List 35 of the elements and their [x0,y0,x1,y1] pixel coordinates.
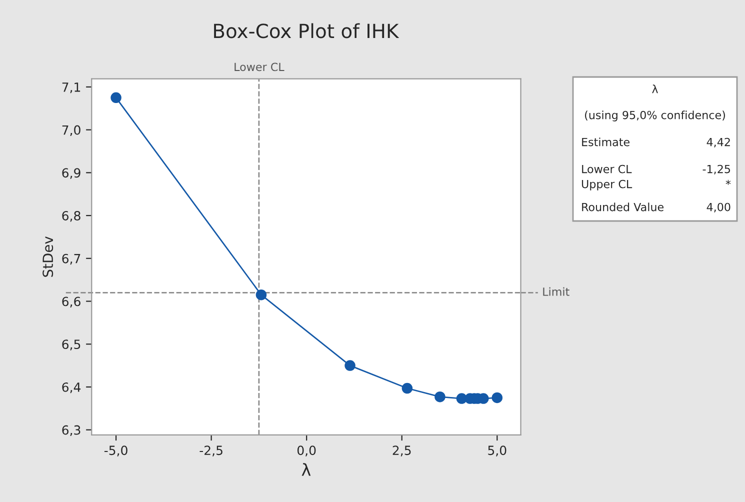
point [256,289,267,300]
y-tick-label: 7,1 [62,82,80,94]
point [492,392,503,404]
ref-line-label: Lower CL [234,62,284,72]
text: λ [652,84,658,94]
point [402,382,413,394]
text: (using 95,0% confidence) [585,110,725,122]
ref-line-label: Limit [543,287,570,296]
x-tick-label: -5,0 [104,446,128,456]
y-tick-label: 6,9 [62,168,80,179]
x-tick-label: -2,5 [200,446,222,456]
chart-title: Box-Cox Plot of IHK [214,23,400,38]
text: Estimate [582,138,630,146]
text: 4,42 [706,138,730,148]
text: -1,25 [702,164,730,174]
y-tick-label: 6,5 [62,340,80,350]
y-tick-label: 6,4 [62,382,81,394]
x-tick-label: 2,5 [392,446,411,456]
y-tick-label: 7,0 [62,125,80,136]
y-tick-label: 6,8 [62,211,80,222]
x-tick-label: 5,0 [488,446,506,456]
y-tick-label: 6,3 [62,425,80,436]
text: 4,00 [706,202,730,212]
point [434,391,446,402]
y-tick-label: 6,6 [62,296,80,308]
text: * [726,180,731,185]
x-axis-title: λ [302,463,311,476]
y-axis-title: StDev [42,236,54,277]
point [110,92,122,104]
point [344,360,356,371]
text: Lower CL [582,164,632,174]
text: Rounded Value [582,202,664,212]
y-tick-label: 6,7 [62,254,80,265]
text: Upper CL [582,180,632,190]
x-tick-label: 0,0 [297,446,316,456]
